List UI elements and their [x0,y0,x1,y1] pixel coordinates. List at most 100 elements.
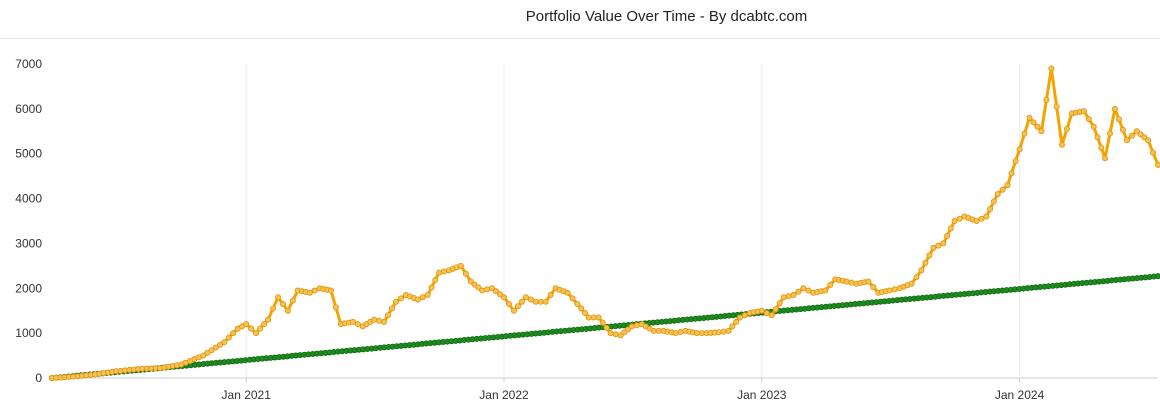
data-point [542,298,549,305]
y-tick-label: 2000 [15,281,42,295]
x-tick-label: Jan 2021 [222,388,272,402]
data-point [1038,128,1045,135]
data-point [537,298,544,305]
y-tick-label: 1000 [15,326,42,340]
data-point [930,244,937,251]
data-point [741,312,748,319]
data-point [501,294,508,301]
data-point [768,312,775,319]
data-point [1026,114,1033,121]
data-point [1021,130,1028,137]
data-point [261,321,268,328]
data-point [999,186,1006,193]
data-point [940,240,947,247]
data-point [1048,65,1055,72]
data-point [1008,170,1015,177]
data-point [212,344,219,351]
data-point [994,191,1001,198]
data-point [918,267,925,274]
x-tick-label: Jan 2023 [737,388,787,402]
data-point [951,217,958,224]
data-point [440,268,447,275]
data-point [221,339,228,346]
data-point [725,327,732,334]
y-tick-label: 5000 [15,147,42,161]
data-point [908,280,915,287]
data-point [891,286,898,293]
data-point [790,292,797,299]
x-tick-label: Jan 2022 [479,388,529,402]
data-point [758,307,765,314]
data-point [436,269,443,276]
data-point [590,314,597,321]
data-point [1115,116,1122,123]
data-point [655,327,662,334]
data-point [248,325,255,332]
data-point [599,319,606,326]
data-point [253,330,260,337]
data-point [926,252,933,259]
data-point [578,305,585,312]
data-point [785,293,792,300]
data-point [1150,149,1157,156]
data-point [327,287,334,294]
data-point [1119,126,1126,133]
data-point [217,341,224,348]
data-point [532,298,539,305]
series-0 [49,65,1160,381]
data-point [1063,126,1070,133]
data-point [947,225,954,232]
data-point [733,318,740,325]
data-point [865,278,872,285]
data-point [479,287,486,294]
x-tick-label: Jan 2024 [995,388,1045,402]
data-point [306,289,313,296]
data-point [973,217,980,224]
data-point [1004,182,1011,189]
data-point [419,294,426,301]
data-point [270,305,277,312]
data-point [522,294,529,301]
data-point [1085,115,1092,122]
data-point [414,296,421,303]
data-point [514,303,521,310]
data-point [311,287,318,294]
data-point [200,352,207,359]
y-tick-label: 6000 [15,102,42,116]
data-point [354,321,361,328]
data-point [484,286,491,293]
series-line [51,66,1160,380]
data-point [257,325,264,332]
data-point [1123,137,1130,144]
data-point [289,297,296,304]
data-point [230,330,237,337]
data-point [1090,123,1097,130]
data-point [1053,103,1060,110]
data-point [935,242,942,249]
data-point [1080,108,1087,115]
data-point [392,298,399,305]
data-point [776,300,783,307]
data-point [795,288,802,295]
data-point [677,329,684,336]
data-point [693,330,700,337]
data-point [505,300,512,307]
data-point [729,323,736,330]
data-point [603,324,610,331]
data-point [870,284,877,291]
data-point [518,298,525,305]
data-point [428,284,435,291]
data-point [493,288,500,295]
data-point [375,317,382,324]
axes: Jan 2021 Jan 2022 Jan 2023 Jan 2024 0 1000 200… [15,57,1158,402]
data-point [488,285,495,292]
y-tick-label: 0 [35,371,42,385]
data-point [1016,146,1023,153]
data-point [805,287,812,294]
data-point [913,274,920,281]
data-point [1111,105,1118,112]
data-point [672,330,679,337]
data-point [424,292,431,299]
data-point [225,334,232,341]
title-divider [0,38,1160,39]
